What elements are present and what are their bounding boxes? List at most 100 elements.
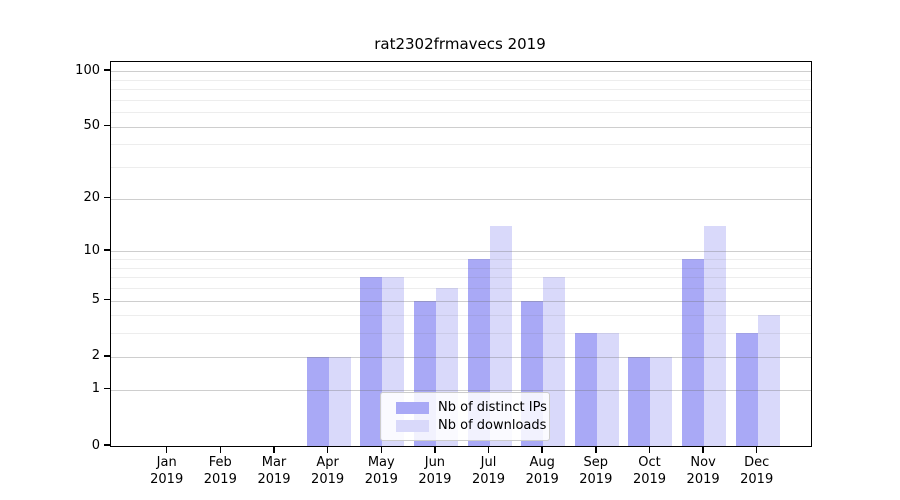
x-tick-mark-jan [165, 446, 168, 453]
month-name: Oct [638, 455, 661, 470]
x-tick-label-nov: Nov 2019 [676, 454, 730, 488]
x-tick-label-dec: Dec 2019 [730, 454, 784, 488]
x-tick-label-jun: Jun 2019 [408, 454, 462, 488]
y-tick-mark-5 [104, 298, 110, 301]
major-gridline-50 [111, 126, 811, 128]
x-tick-label-oct: Oct 2019 [623, 454, 677, 488]
y-tick-label-10: 10 [83, 242, 100, 258]
month-name: Dec [744, 455, 770, 470]
month-name: Sep [583, 455, 609, 470]
y-tick-mark-20 [104, 196, 110, 199]
month-year: 2019 [364, 472, 398, 487]
bar-ips-dec [735, 333, 758, 446]
major-gridline-5 [111, 300, 811, 302]
minor-gridline-70 [111, 99, 811, 101]
y-tick-label-0: 0 [91, 437, 100, 453]
y-tick-label-100: 100 [75, 62, 100, 78]
x-tick-label-apr: Apr 2019 [301, 454, 355, 488]
minor-gridline-3 [111, 333, 811, 335]
y-tick-mark-50 [104, 124, 110, 127]
x-tick-mark-aug [541, 446, 543, 453]
x-tick-mark-mar [273, 446, 275, 453]
minor-gridline-7 [111, 277, 811, 279]
x-tick-mark-may [380, 446, 383, 453]
month-name: Jun [424, 455, 446, 470]
x-tick-label-feb: Feb 2019 [193, 454, 247, 488]
legend-label-distinct-ips: Nb of distinct IPs [438, 400, 547, 415]
y-tick-mark-0 [104, 444, 110, 446]
bar-downloads-jul [489, 226, 512, 446]
bar-ips-apr [306, 356, 329, 446]
minor-gridline-30 [111, 167, 811, 169]
bar-ips-may [360, 277, 383, 446]
month-year: 2019 [579, 472, 613, 487]
legend-row-distinct-ips: Nb of distinct IPs [381, 400, 549, 415]
major-gridline-2 [111, 356, 811, 358]
bar-ips-oct [628, 356, 651, 446]
month-year: 2019 [740, 472, 774, 487]
y-tick-label-1: 1 [91, 381, 100, 397]
bar-downloads-sep [596, 333, 619, 446]
month-year: 2019 [311, 472, 345, 487]
minor-gridline-40 [111, 144, 811, 146]
y-tick-mark-10 [104, 249, 110, 251]
y-tick-label-2: 2 [91, 348, 100, 364]
x-tick-label-may: May 2019 [354, 454, 408, 488]
minor-gridline-8 [111, 267, 811, 269]
month-name: May [367, 455, 395, 470]
month-name: Jan [156, 455, 177, 470]
bar-ips-sep [574, 333, 597, 446]
bar-ips-nov [682, 259, 705, 446]
month-year: 2019 [525, 472, 559, 487]
major-gridline-1 [111, 389, 811, 391]
x-tick-mark-dec [755, 446, 758, 453]
bar-downloads-oct [650, 356, 673, 446]
major-gridline-20 [111, 198, 811, 200]
x-tick-mark-sep [595, 446, 597, 453]
x-tick-mark-oct [648, 446, 651, 453]
minor-gridline-6 [111, 287, 811, 289]
major-gridline-100 [111, 71, 811, 73]
chart-title: rat2302frmavecs 2019 [374, 35, 546, 53]
x-tick-mark-feb [219, 446, 222, 453]
x-tick-label-jul: Jul 2019 [462, 454, 516, 488]
month-name: Feb [208, 455, 232, 470]
legend: Nb of distinct IPs Nb of downloads [380, 392, 550, 441]
legend-label-downloads: Nb of downloads [438, 418, 547, 433]
plot-area: Nb of distinct IPs Nb of downloads [110, 61, 812, 447]
legend-swatch-distinct-ips [396, 401, 429, 414]
x-tick-label-sep: Sep 2019 [569, 454, 623, 488]
x-tick-label-jan: Jan 2019 [140, 454, 194, 488]
month-year: 2019 [471, 472, 506, 487]
minor-gridline-90 [111, 79, 811, 81]
x-tick-mark-apr [326, 446, 329, 453]
x-tick-mark-jul [487, 446, 490, 453]
y-tick-label-20: 20 [83, 190, 100, 206]
minor-gridline-9 [111, 259, 811, 260]
month-year: 2019 [257, 472, 291, 487]
bar-downloads-nov [704, 226, 727, 446]
y-tick-label-5: 5 [91, 292, 100, 307]
minor-gridline-4 [111, 315, 811, 317]
y-tick-mark-1 [104, 387, 110, 390]
legend-row-downloads: Nb of downloads [381, 418, 549, 433]
x-tick-mark-jun [434, 446, 436, 453]
x-tick-label-aug: Aug 2019 [515, 454, 569, 488]
month-year: 2019 [418, 472, 452, 487]
month-name: Mar [261, 455, 287, 470]
major-gridline-10 [111, 251, 811, 253]
minor-gridline-60 [111, 112, 811, 114]
minor-gridline-80 [111, 89, 811, 90]
x-tick-mark-nov [702, 446, 704, 453]
month-name: Apr [316, 455, 339, 470]
legend-swatch-downloads [396, 419, 429, 432]
month-name: Nov [690, 455, 716, 470]
x-tick-label-mar: Mar 2019 [247, 454, 301, 488]
y-tick-mark-2 [104, 355, 110, 357]
month-name: Jul [480, 455, 497, 470]
month-year: 2019 [203, 472, 237, 487]
y-tick-label-50: 50 [83, 118, 100, 134]
month-year: 2019 [686, 472, 720, 487]
bar-downloads-dec [757, 315, 780, 446]
